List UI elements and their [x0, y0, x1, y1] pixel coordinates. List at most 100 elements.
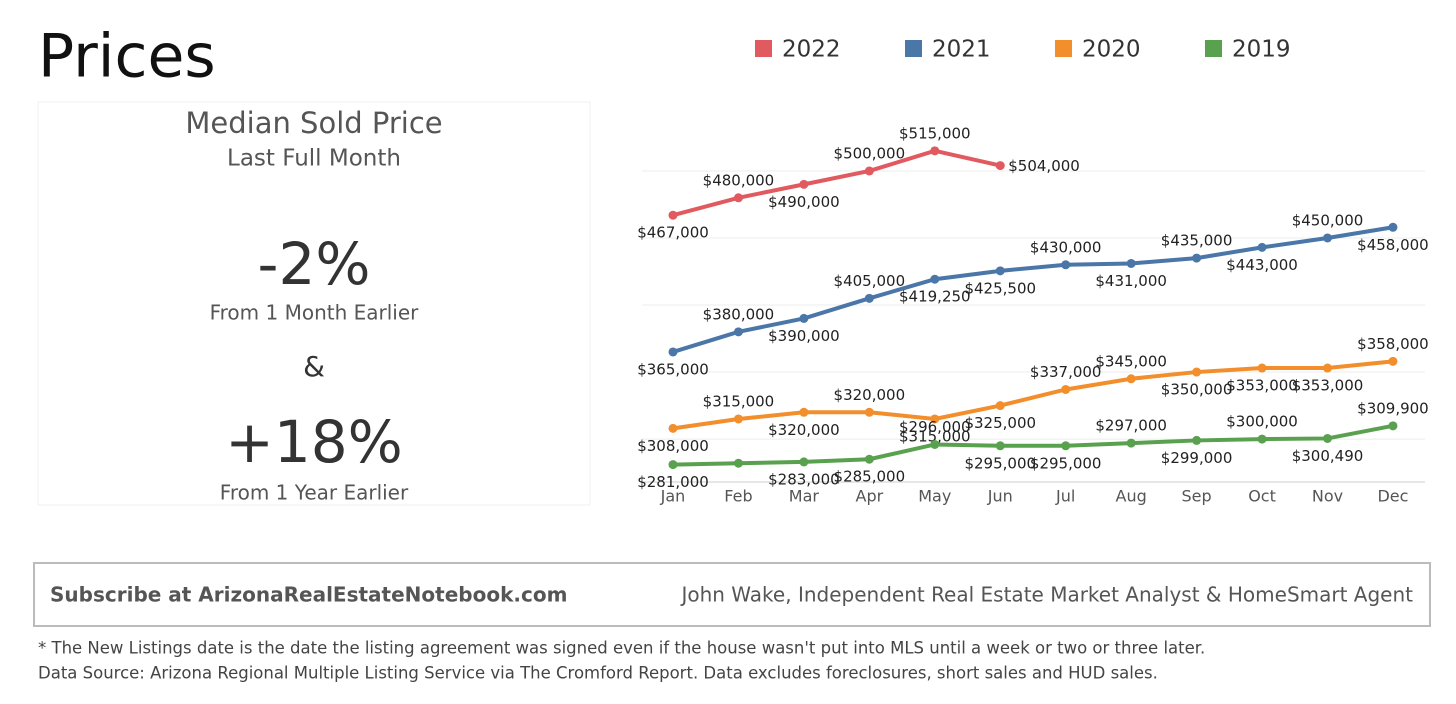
data-label: $431,000 [1095, 272, 1167, 290]
data-label: $295,000 [1030, 454, 1102, 472]
data-point [1061, 384, 1071, 394]
x-tick-label: Nov [1312, 487, 1343, 506]
chart: Jan Feb Mar Apr May Jun Jul Aug Sep Oct Nov Dec 2022… [637, 37, 1429, 506]
kpi-group: Median Sold Price Last Full Month -2% Fr… [185, 106, 442, 505]
data-label: $295,000 [964, 454, 1036, 472]
data-point [799, 407, 809, 417]
data-label: $300,000 [1226, 413, 1298, 431]
data-point [1388, 356, 1398, 366]
data-point [733, 458, 743, 468]
data-point [668, 210, 678, 220]
kpi-heading: Median Sold Price [185, 106, 442, 140]
kpi-year-caption: From 1 Year Earlier [220, 481, 409, 505]
data-point [1388, 222, 1398, 232]
data-label: $450,000 [1292, 211, 1364, 229]
data-label: $353,000 [1226, 377, 1298, 395]
x-tick-label: Dec [1377, 487, 1408, 506]
data-point [733, 327, 743, 337]
data-point [799, 179, 809, 189]
data-label: $315,000 [703, 392, 775, 410]
data-label: $325,000 [964, 414, 1036, 432]
kpi-joiner: & [303, 350, 325, 383]
legend-label: 2022 [782, 37, 841, 63]
data-label: $300,490 [1292, 447, 1364, 465]
data-point [864, 166, 874, 176]
x-tick-label: Feb [724, 487, 752, 506]
x-tick-label: Jul [1055, 487, 1075, 506]
series-line [672, 148, 1001, 218]
data-label: $425,500 [964, 279, 1036, 297]
x-tick-label: Apr [856, 487, 884, 506]
legend-label: 2021 [932, 37, 991, 63]
kpi-month-change: -2% [258, 230, 371, 298]
data-point [995, 161, 1005, 171]
data-label: $480,000 [703, 171, 775, 189]
x-tick-label: Jan [660, 487, 686, 506]
data-point [1323, 363, 1332, 373]
data-label: $365,000 [637, 360, 709, 378]
kpi-subheading: Last Full Month [227, 146, 401, 172]
data-point [930, 414, 940, 424]
data-point [1257, 242, 1267, 252]
legend-label: 2020 [1082, 37, 1141, 63]
data-label: $467,000 [637, 224, 709, 242]
x-tick-label: May [918, 487, 951, 506]
footnote: * The New Listings date is the date the … [38, 639, 1205, 658]
data-label: $281,000 [637, 473, 709, 491]
x-tick-label: Jun [987, 487, 1013, 506]
data-label: $430,000 [1030, 238, 1102, 256]
data-point [864, 454, 874, 464]
data-label: $320,000 [768, 421, 840, 439]
data-point [1323, 433, 1332, 443]
legend-swatch [1205, 40, 1222, 57]
data-label: $358,000 [1357, 335, 1429, 353]
legend-label: 2019 [1232, 37, 1291, 63]
data-label: $283,000 [768, 470, 840, 488]
series-line [672, 423, 1394, 467]
data-label: $419,250 [899, 288, 971, 306]
legend-swatch [1055, 40, 1072, 57]
data-label: $500,000 [834, 144, 906, 162]
data-point [930, 274, 940, 284]
data-label: $308,000 [637, 437, 709, 455]
data-point [1061, 260, 1071, 270]
data-point [668, 460, 678, 470]
data-label: $490,000 [768, 193, 840, 211]
x-tick-label: Sep [1182, 487, 1212, 506]
data-label: $337,000 [1030, 363, 1102, 381]
kpi-panel [37, 101, 591, 506]
data-point [1323, 233, 1332, 243]
data-label: $345,000 [1095, 352, 1167, 370]
data-label: $299,000 [1161, 449, 1233, 467]
page-title: Prices [38, 22, 216, 92]
data-point [1192, 367, 1202, 377]
subscribe: Subscribe at ArizonaRealEstateNotebook.c… [50, 583, 567, 607]
data-label: $515,000 [899, 124, 971, 142]
data-label: $405,000 [834, 272, 906, 290]
data-label: $504,000 [1008, 157, 1080, 175]
data-label: $350,000 [1161, 381, 1233, 399]
data-point [995, 441, 1005, 451]
data-point [1192, 435, 1202, 445]
data-point [1257, 434, 1267, 444]
series-line [672, 225, 1394, 354]
data-point [1126, 258, 1136, 268]
data-point [995, 266, 1005, 276]
legend-swatch [905, 40, 922, 57]
data-point [799, 313, 809, 323]
data-label: $435,000 [1161, 232, 1233, 250]
data-point [733, 414, 743, 424]
data-point [668, 347, 678, 357]
kpi-year-change: +18% [225, 408, 403, 476]
data-label: $353,000 [1292, 377, 1364, 395]
footer-box [33, 562, 1431, 627]
data-point [1126, 438, 1136, 448]
legend-swatch [755, 40, 772, 57]
data-point [799, 457, 809, 467]
data-label: $320,000 [834, 386, 906, 404]
data-point [995, 401, 1005, 411]
data-label: $443,000 [1226, 256, 1298, 274]
data-label: $296,000 [899, 418, 971, 436]
